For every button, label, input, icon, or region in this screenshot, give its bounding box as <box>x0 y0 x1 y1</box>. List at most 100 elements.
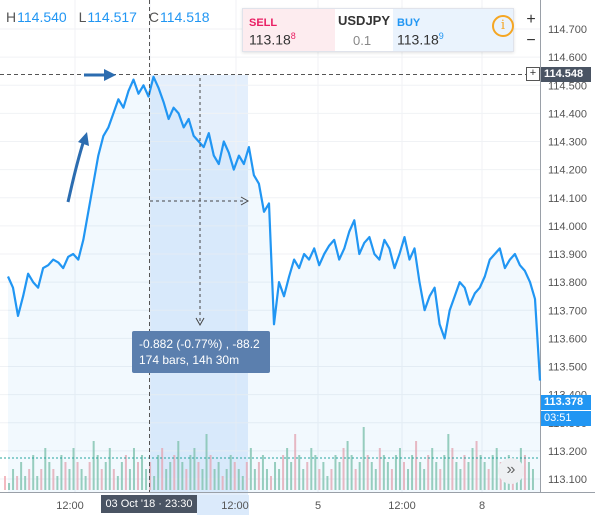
y-tick-label: 114.600 <box>548 52 587 64</box>
volume-bar <box>467 462 470 490</box>
last-price-label: 113.378 <box>541 395 591 410</box>
crosshair-date-label: 03 Oct '18 · 23:30 <box>101 495 197 513</box>
measure-tooltip: -0.882 (-0.77%) , -88.2 174 bars, 14h 30… <box>132 331 270 373</box>
info-icon[interactable]: i <box>492 15 514 37</box>
symbol-label: USDJPY <box>338 13 391 28</box>
volume-bar <box>201 469 204 490</box>
volume-bar <box>459 469 462 490</box>
volume-bar <box>298 455 301 490</box>
volume-bar <box>483 462 486 490</box>
spread-value: 0.1 <box>353 33 372 48</box>
volume-bar <box>185 469 188 490</box>
zoom-in-button[interactable]: + <box>526 11 536 28</box>
volume-bar <box>274 462 277 490</box>
volume-bar <box>28 469 31 490</box>
volume-bar <box>403 462 405 490</box>
y-tick-label: 114.500 <box>548 80 587 92</box>
volume-bar <box>451 448 454 490</box>
volume-bar <box>225 469 228 490</box>
annotation-arrowhead-up <box>78 132 89 146</box>
volume-bar <box>100 469 103 490</box>
crosshair-price-label: 114.548 <box>541 67 591 82</box>
volume-bar <box>479 455 482 490</box>
volume-bar <box>257 462 260 490</box>
volume-bar <box>346 441 349 490</box>
volume-bar <box>92 441 95 490</box>
low-value: 114.517 <box>87 9 137 25</box>
y-tick-label: 113.100 <box>548 474 587 486</box>
volume-bar <box>64 462 67 490</box>
x-tick-label: 12:00 <box>388 500 416 512</box>
y-tick-label: 114.300 <box>548 137 587 149</box>
volume-bar <box>326 476 329 490</box>
volume-bar <box>157 455 160 490</box>
volume-bar <box>153 476 156 490</box>
zoom-out-button[interactable]: − <box>526 32 536 49</box>
volume-bar <box>76 462 79 490</box>
volume-bar <box>439 469 442 490</box>
volume-bar <box>84 476 87 490</box>
volume-bar <box>523 455 526 490</box>
volume-bar <box>205 434 208 490</box>
volume-bar <box>423 469 426 490</box>
volume-bar <box>318 469 321 490</box>
volume-bar <box>36 476 39 490</box>
volume-bar <box>265 469 268 490</box>
volume-bar <box>270 476 272 490</box>
volume-bar <box>398 448 401 490</box>
volume-bar <box>471 448 474 490</box>
y-tick-label: 114.100 <box>548 193 587 205</box>
y-tick-label: 114.000 <box>548 221 587 233</box>
volume-bar <box>213 469 216 490</box>
x-tick-label: 8 <box>479 500 485 512</box>
volume-bar <box>278 469 281 490</box>
trade-widget: SELL 113.188 USDJPY 0.1 BUY 113.189 <box>242 8 514 52</box>
volume-bar <box>338 462 341 490</box>
volume-bar <box>322 462 325 490</box>
volume-bar <box>241 476 244 490</box>
volume-bar <box>108 448 111 490</box>
volume-bar <box>112 469 115 490</box>
y-tick-label: 113.500 <box>548 362 587 374</box>
volume-bar <box>390 469 393 490</box>
volume-bar <box>249 448 252 490</box>
double-chevron-right-icon[interactable]: » <box>498 458 524 484</box>
volume-bar <box>261 455 264 490</box>
volume-bar <box>137 462 139 490</box>
volume-bar <box>88 462 91 490</box>
volume-bar <box>342 448 345 490</box>
volume-bar <box>193 448 196 490</box>
volume-bar <box>314 455 317 490</box>
price-area <box>8 76 540 493</box>
volume-bar <box>487 469 490 490</box>
volume-bar <box>8 483 11 490</box>
volume-bar <box>419 462 422 490</box>
volume-bar <box>165 469 168 490</box>
volume-bar <box>431 448 434 490</box>
volume-bar <box>382 455 385 490</box>
volume-bar <box>495 448 498 490</box>
volume-bar <box>12 469 15 490</box>
low-label: L <box>78 9 87 25</box>
sell-button[interactable]: SELL 113.188 <box>243 9 335 51</box>
bar-countdown-label: 03:51 <box>541 411 591 426</box>
volume-bar <box>407 469 410 490</box>
volume-bar <box>358 462 361 490</box>
y-tick-label: 114.200 <box>548 165 587 177</box>
add-alert-icon[interactable]: + <box>526 67 540 81</box>
buy-label: BUY <box>397 17 421 29</box>
volume-bar <box>24 476 27 490</box>
volume-bar <box>128 469 131 490</box>
volume-bar <box>374 469 377 490</box>
volume-bar <box>386 462 389 490</box>
volume-bar <box>370 462 373 490</box>
volume-bar <box>145 469 148 490</box>
volume-bar <box>209 455 212 490</box>
volume-bar <box>282 455 285 490</box>
volume-bar <box>362 427 365 490</box>
volume-bar <box>447 434 450 490</box>
volume-bar <box>310 448 313 490</box>
volume-bar <box>217 462 220 490</box>
